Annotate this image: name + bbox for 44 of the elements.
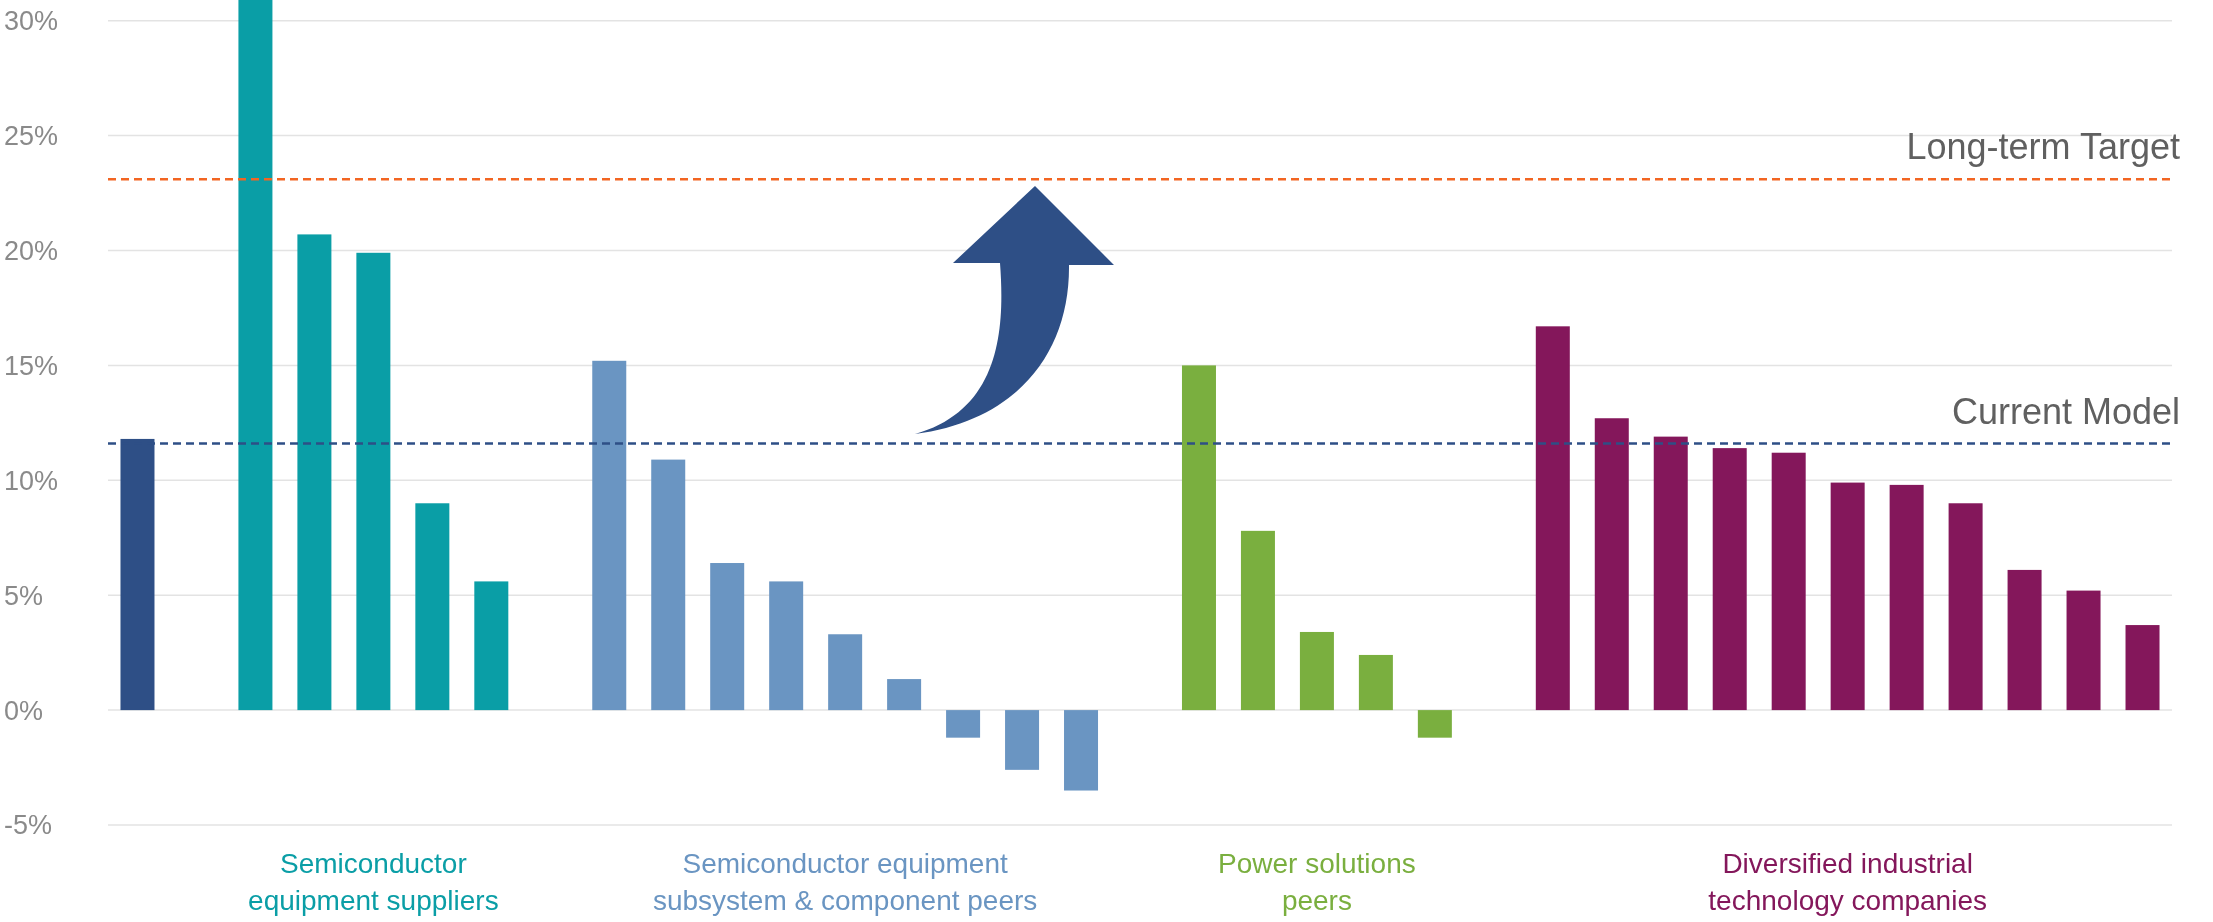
bar <box>2066 590 2101 711</box>
text: Semiconductor equipment suppliers <box>248 848 499 916</box>
bar <box>1771 452 1806 711</box>
bar <box>710 563 745 711</box>
bar <box>1948 503 1983 711</box>
y-tick-label: 20% <box>4 235 59 266</box>
y-tick-label: -5% <box>4 810 53 841</box>
bar <box>946 710 981 738</box>
bar <box>1064 710 1099 791</box>
bar <box>238 0 273 711</box>
bar <box>1889 484 1924 711</box>
bar <box>828 634 863 711</box>
text: Semiconductor equipment subsystem & component peers <box>652 848 1038 916</box>
bar <box>1417 710 1452 738</box>
bar <box>415 503 450 711</box>
bar <box>651 459 686 711</box>
bar <box>1830 482 1865 711</box>
bar <box>1181 365 1216 711</box>
bar <box>1358 654 1393 711</box>
y-tick-label: 10% <box>4 465 59 496</box>
bar <box>887 679 922 711</box>
bar <box>769 581 804 711</box>
text: Power solutions peers <box>1218 848 1416 916</box>
y-tick-label: 30% <box>4 6 59 37</box>
y-tick-label: 15% <box>4 350 59 381</box>
bar <box>474 581 509 711</box>
bar <box>297 234 332 711</box>
bar <box>356 252 391 711</box>
bar <box>1594 418 1629 711</box>
bar <box>1240 530 1275 711</box>
ref-line-label: Long-term Target <box>1906 126 2180 168</box>
y-tick-label: 5% <box>4 580 44 611</box>
bar <box>1005 710 1040 770</box>
bar <box>1712 448 1747 711</box>
ref-line-label: Current Model <box>1951 390 2180 432</box>
y-tick-label: 0% <box>4 695 44 726</box>
bar <box>2125 625 2160 711</box>
text: Diversified industrial technology companies <box>1708 848 1987 916</box>
bar <box>1299 631 1334 711</box>
bar <box>2007 569 2042 711</box>
bar <box>592 360 627 711</box>
bar <box>1535 326 1570 711</box>
y-tick-label: 25% <box>4 121 59 152</box>
bar <box>1653 436 1688 711</box>
